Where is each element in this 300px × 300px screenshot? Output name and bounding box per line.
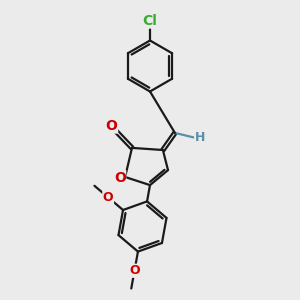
- Text: H: H: [195, 131, 205, 144]
- Text: O: O: [103, 191, 113, 204]
- Text: Cl: Cl: [142, 14, 158, 28]
- Text: O: O: [129, 264, 140, 277]
- Text: O: O: [114, 171, 126, 184]
- Text: O: O: [106, 119, 118, 133]
